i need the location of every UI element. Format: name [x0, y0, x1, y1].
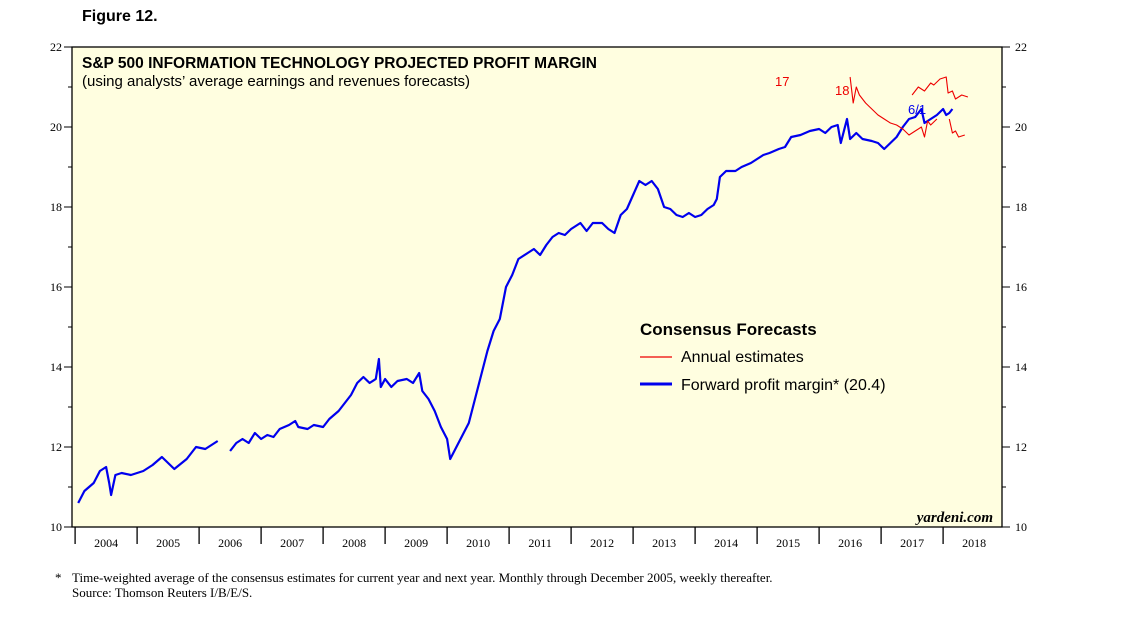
x-tick-label: 2018 [962, 536, 986, 550]
y-axis-left: 10 12 14 16 18 20 22 [50, 40, 62, 534]
y-tick-label-right: 20 [1015, 120, 1027, 134]
x-tick-label: 2014 [714, 536, 738, 550]
legend-title: Consensus Forecasts [640, 320, 817, 339]
annual-2018-label: 18 [835, 83, 849, 98]
y-tick-label-left: 16 [50, 280, 62, 294]
y-tick-label-left: 22 [50, 40, 62, 54]
chart-title: S&P 500 INFORMATION TECHNOLOGY PROJECTED… [82, 55, 597, 72]
x-tick-label: 2005 [156, 536, 180, 550]
chart-subtitle: (using analysts’ average earnings and re… [82, 73, 470, 90]
watermark: yardeni.com [915, 510, 993, 526]
x-tick-label: 2006 [218, 536, 242, 550]
source-note: Source: Thomson Reuters I/B/E/S. [72, 585, 252, 601]
y-tick-label-right: 16 [1015, 280, 1027, 294]
y-tick-label-left: 10 [50, 520, 62, 534]
plot-background [72, 47, 1002, 527]
y-tick-label-right: 12 [1015, 440, 1027, 454]
y-tick-label-left: 12 [50, 440, 62, 454]
x-tick-label: 2017 [900, 536, 924, 550]
y-tick-label-left: 20 [50, 120, 62, 134]
annual-2017-label: 17 [775, 74, 789, 89]
x-tick-label: 2009 [404, 536, 428, 550]
legend-forward-label: Forward profit margin* (20.4) [681, 377, 886, 394]
y-tick-label-right: 14 [1015, 360, 1027, 374]
y-tick-label-left: 18 [50, 200, 62, 214]
x-tick-label: 2012 [590, 536, 614, 550]
y-tick-label-left: 14 [50, 360, 62, 374]
x-tick-label: 2016 [838, 536, 862, 550]
x-tick-label: 2007 [280, 536, 304, 550]
end-date-label: 6/1 [908, 102, 926, 117]
y-axis-right: 10 12 14 16 18 20 22 [1015, 40, 1027, 534]
footnote-text: Time-weighted average of the consensus e… [72, 570, 773, 585]
x-tick-label: 2015 [776, 536, 800, 550]
x-tick-label: 2008 [342, 536, 366, 550]
x-tick-label: 2004 [94, 536, 118, 550]
x-axis: 2004 2005 2006 2007 2008 2009 2010 2011 2012 2013… [94, 536, 986, 550]
y-tick-label-right: 18 [1015, 200, 1027, 214]
footnote-marker: * [55, 570, 72, 586]
legend-annual-label: Annual estimates [681, 349, 804, 366]
y-tick-label-right: 10 [1015, 520, 1027, 534]
footnote: * Time-weighted average of the consensus … [55, 570, 773, 586]
x-tick-label: 2011 [528, 536, 552, 550]
x-tick-label: 2013 [652, 536, 676, 550]
y-tick-label-right: 22 [1015, 40, 1027, 54]
x-tick-label: 2010 [466, 536, 490, 550]
